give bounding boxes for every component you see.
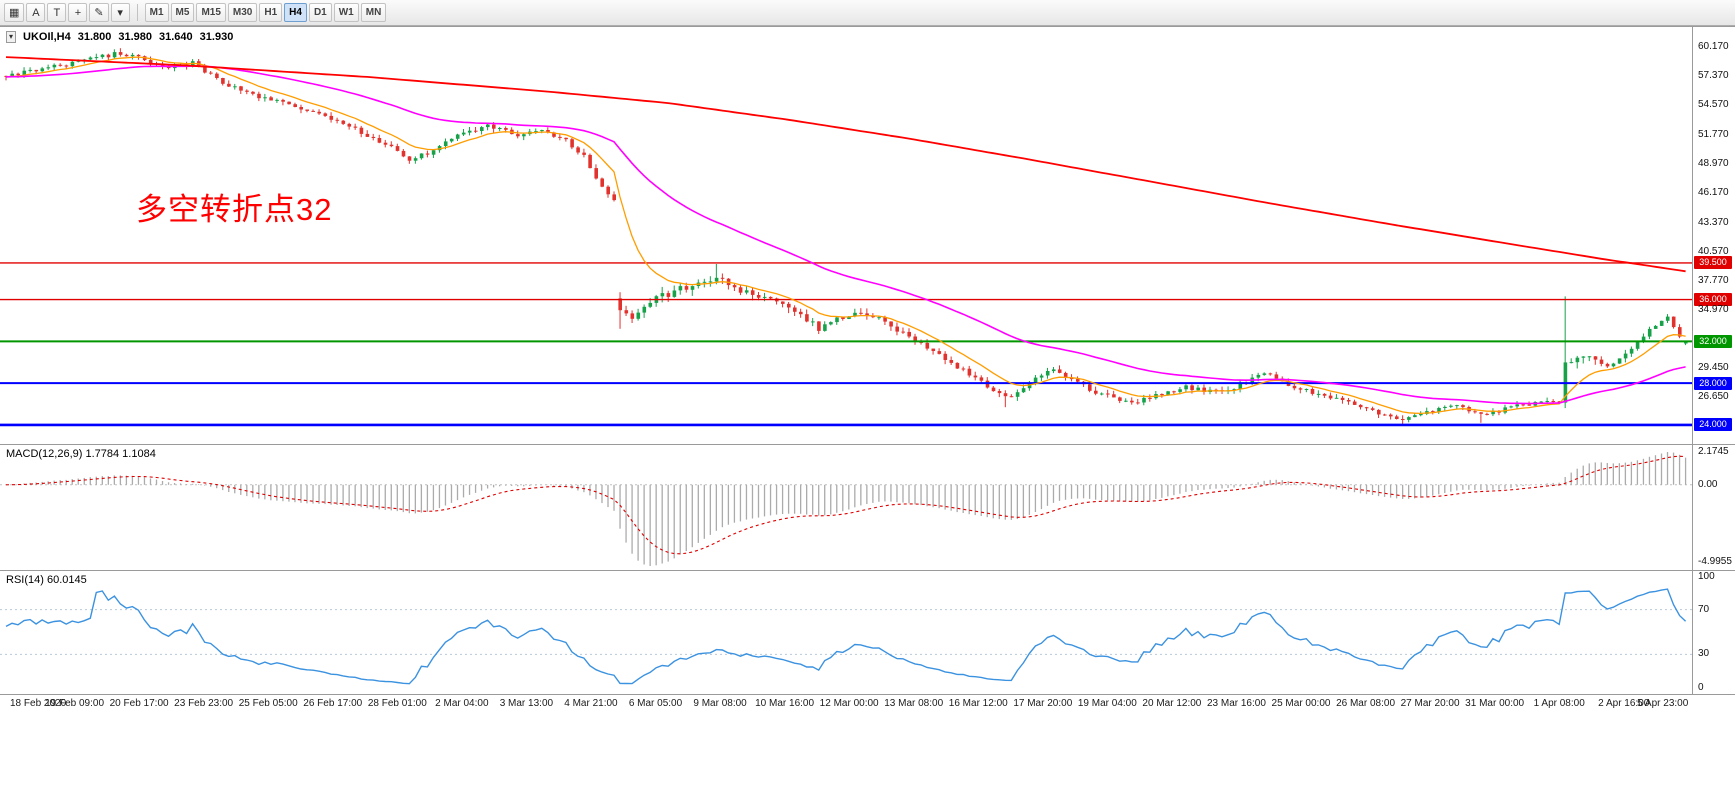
macd-signal-line [5, 455, 1686, 555]
timeframe-button-h4[interactable]: H4 [284, 3, 307, 22]
rsi-line [5, 588, 1687, 685]
timeframe-button-mn[interactable]: MN [360, 3, 387, 22]
horizontal-lines [0, 262, 1692, 427]
crosshair-button[interactable]: + [68, 3, 88, 22]
draw-tools-caret-icon[interactable]: ▾ [110, 3, 130, 22]
ma-fast [5, 56, 1686, 415]
timeframe-button-m5[interactable]: M5 [170, 3, 195, 22]
annotate-button[interactable]: A [26, 3, 46, 22]
timeframe-button-d1[interactable]: D1 [308, 3, 332, 22]
text-tool-button[interactable]: T [47, 3, 67, 22]
candles [4, 48, 1688, 426]
draw-tools-button[interactable]: ✎ [89, 3, 109, 22]
toolbar: ▦ A T + ✎ ▾ M1 M5 M15 M30 H1 H4 D1 W1 MN [0, 0, 1735, 26]
timeframe-button-m1[interactable]: M1 [144, 3, 169, 22]
timeframe-button-w1[interactable]: W1 [333, 3, 359, 22]
toolbar-separator [136, 4, 138, 21]
macd-histogram [11, 452, 1687, 566]
timeframe-button-h1[interactable]: H1 [259, 3, 283, 22]
timeframe-button-m15[interactable]: M15 [196, 3, 226, 22]
timeframe-button-m30[interactable]: M30 [227, 3, 258, 22]
chart-type-button[interactable]: ▦ [4, 3, 25, 22]
ma-slow [5, 56, 1686, 273]
ma-medium [5, 65, 1686, 405]
